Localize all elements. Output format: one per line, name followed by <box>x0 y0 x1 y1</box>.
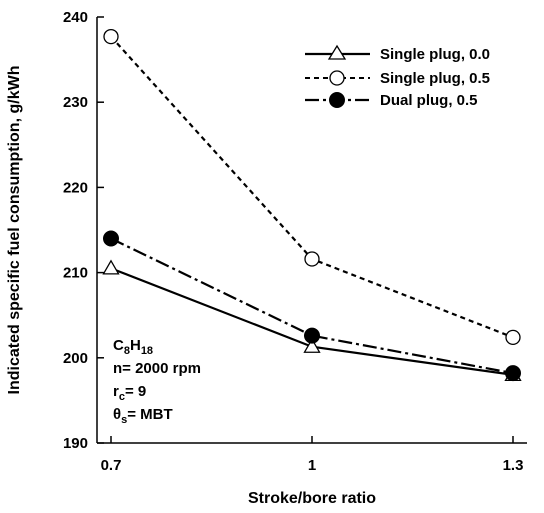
x-ticks: 0.7 1 1.3 <box>101 436 524 474</box>
x-axis-title: Stroke/bore ratio <box>248 490 376 507</box>
data-point-single-plug-0-0 <box>102 259 120 275</box>
legend-marker-filled-circle <box>329 92 345 108</box>
y-tick-label: 190 <box>63 435 88 452</box>
legend: Single plug, 0.0 Single plug, 0.5 Dual p… <box>305 44 490 109</box>
data-point-dual-plug-0-5 <box>505 365 521 382</box>
annotation-compression-ratio: rc= 9 <box>113 383 146 403</box>
x-tick-label: 1 <box>308 457 316 474</box>
y-tick-label: 230 <box>63 94 88 111</box>
data-point-dual-plug-0-5 <box>103 230 119 247</box>
x-tick-label: 0.7 <box>101 457 122 474</box>
data-point-single-plug-0-5 <box>304 251 320 267</box>
y-axis-title: Indicated specific fuel consumption, g/k… <box>6 66 23 395</box>
legend-label-single-plug-0-5: Single plug, 0.5 <box>380 70 490 87</box>
legend-label-single-plug-0-0: Single plug, 0.0 <box>380 46 490 63</box>
legend-marker-open-triangle <box>327 44 347 60</box>
legend-label-dual-plug-0-5: Dual plug, 0.5 <box>380 92 478 109</box>
y-tick-label: 240 <box>63 9 88 26</box>
annotation-spark-timing: θs= MBT <box>113 406 173 426</box>
conditions-annotation: C8H18 n= 2000 rpm rc= 9 θs= MBT <box>113 337 201 426</box>
series-layer <box>102 28 522 382</box>
legend-marker-open-circle <box>329 70 345 86</box>
data-point-single-plug-0-5 <box>505 329 521 346</box>
y-tick-label: 200 <box>63 350 88 367</box>
annotation-speed: n= 2000 rpm <box>113 360 201 377</box>
series-line-0 <box>110 267 514 376</box>
data-point-dual-plug-0-5 <box>304 327 320 344</box>
y-ticks: 190 200 210 220 230 240 <box>63 9 104 452</box>
annotation-fuel: C8H18 <box>113 337 153 357</box>
data-point-single-plug-0-5 <box>103 28 119 45</box>
y-tick-label: 220 <box>63 179 88 196</box>
series-line-2 <box>110 237 514 375</box>
x-tick-label: 1.3 <box>503 457 524 474</box>
data-point-single-plug-0-0 <box>303 337 321 353</box>
y-tick-label: 210 <box>63 265 88 282</box>
